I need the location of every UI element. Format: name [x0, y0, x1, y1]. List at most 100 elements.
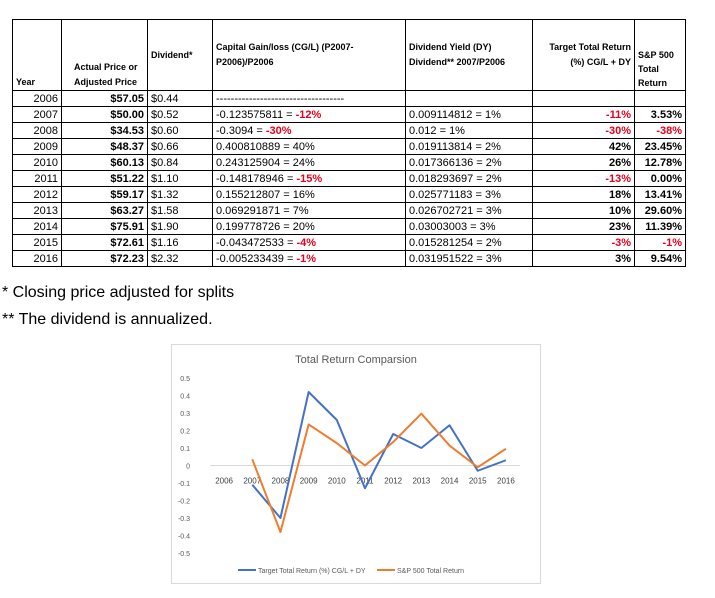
header-price: Actual Price or Adjusted Price [61, 19, 148, 91]
cell-dividend: $0.60 [147, 122, 213, 139]
x-tick-label: 2007 [243, 477, 261, 486]
cg-value: 0.155212807 = [216, 188, 293, 201]
y-tick-label: -0.4 [178, 534, 190, 541]
table-row: 2014 $75.91 $1.90 0.199778726 = 20% 0.030030… [12, 218, 686, 235]
cell-price: $57.05 [61, 90, 148, 107]
cg-value: ----------------------------------- [216, 92, 345, 105]
cell-dividend: $1.90 [147, 218, 213, 235]
table-body: 2006 $57.05 $0.44 -------------------------… [12, 90, 686, 267]
cell-dividend-yield: 0.015281254 = 2% [405, 234, 533, 251]
returns-table: Year Actual Price or Adjusted Price Divid… [12, 19, 686, 267]
cg-value: 0.400810889 = [216, 140, 293, 153]
x-tick-label: 2010 [328, 477, 346, 486]
cell-capital-gain: 0.199778726 = 20% [212, 218, 406, 235]
cell-target-total-return: -11% [532, 106, 635, 123]
cell-year: 2007 [12, 106, 62, 123]
cell-dividend-yield: 0.03003003 = 3% [405, 218, 533, 235]
header-dividend-label: Dividend* [151, 49, 193, 60]
table-header-row: Year Actual Price or Adjusted Price Divid… [12, 19, 686, 91]
header-cg-line1: Capital Gain/loss (CG/L) (P2007- [216, 42, 354, 52]
cell-sp500-return: 11.39% [634, 218, 686, 235]
cg-value: 0.243125904 = [216, 156, 293, 169]
header-dy-line1: Dividend Yield (DY) [409, 42, 492, 52]
x-tick-label: 2011 [356, 477, 374, 486]
cell-sp500-return: 9.54% [634, 250, 686, 267]
header-dividend-yield: Dividend Yield (DY) Dividend** 2007/P2006 [405, 19, 533, 91]
header-cg-line2: P2006)/P2006 [216, 57, 274, 67]
chart-title: Total Return Comparsion [295, 354, 417, 366]
series-line-2 [251, 412, 507, 533]
header-price-line1: Actual Price or [74, 62, 138, 72]
cell-dividend-yield: 0.009114812 = 1% [405, 106, 533, 123]
header-sp-line2: Total [638, 64, 659, 74]
header-capital-gain: Capital Gain/loss (CG/L) (P2007- P2006)/P… [212, 19, 406, 91]
cell-price: $60.13 [61, 154, 148, 171]
cell-capital-gain: 0.155212807 = 16% [212, 186, 406, 203]
cell-dividend-yield: 0.019113814 = 2% [405, 138, 533, 155]
cell-dividend-yield: 0.018293697 = 2% [405, 170, 533, 187]
cell-dividend: $2.32 [147, 250, 213, 267]
series-line-1 [251, 391, 507, 519]
cell-dividend: $1.58 [147, 202, 213, 219]
header-sp500-return: S&P 500 Total Return [634, 19, 686, 91]
cell-dividend: $0.44 [147, 90, 213, 107]
cell-target-total-return [532, 90, 635, 107]
cell-price: $51.22 [61, 170, 148, 187]
header-target-total-return: Target Total Return (%) CG/L + DY [532, 19, 635, 91]
cell-year: 2010 [12, 154, 62, 171]
cell-year: 2008 [12, 122, 62, 139]
header-sp-line3: Return [638, 78, 667, 88]
cell-capital-gain: -0.005233439 = -1% [212, 250, 406, 267]
table-row: 2016 $72.23 $2.32 -0.005233439 = -1% 0.03195… [12, 250, 686, 267]
cell-price: $63.27 [61, 202, 148, 219]
header-dividend: Dividend* [147, 19, 213, 91]
x-tick-label: 2016 [497, 477, 515, 486]
legend-label: Target Total Return (%) CG/L + DY [258, 568, 366, 575]
y-tick-label: 0.1 [180, 446, 190, 453]
cell-target-total-return: -30% [532, 122, 635, 139]
x-tick-label: 2015 [469, 477, 487, 486]
y-tick-label: 0.5 [180, 376, 190, 383]
cell-year: 2016 [12, 250, 62, 267]
cg-percent: -12% [295, 108, 322, 121]
cell-dividend: $1.32 [147, 186, 213, 203]
header-ttr-line2: (%) CG/L + DY [570, 57, 631, 67]
y-tick-label: -0.3 [178, 516, 190, 523]
cell-sp500-return: 0.00% [634, 170, 686, 187]
cell-dividend: $1.10 [147, 170, 213, 187]
cg-value: -0.005233439 = [216, 252, 297, 265]
cell-year: 2006 [12, 90, 62, 107]
cg-percent: -4% [296, 236, 316, 249]
header-sp-line1: S&P 500 [638, 50, 674, 60]
cell-dividend: $0.66 [147, 138, 213, 155]
cell-target-total-return: 18% [532, 186, 635, 203]
cell-target-total-return: 26% [532, 154, 635, 171]
cg-percent: 16% [292, 188, 315, 201]
cg-value: -0.3094 = [216, 124, 266, 137]
table-row: 2007 $50.00 $0.52 -0.123575811 = -12% 0.0091… [12, 106, 686, 123]
table-row: 2006 $57.05 $0.44 -------------------------… [12, 90, 686, 107]
table-row: 2015 $72.61 $1.16 -0.043472533 = -4% 0.01528… [12, 234, 686, 251]
cell-capital-gain: 0.243125904 = 24% [212, 154, 406, 171]
cell-capital-gain: ----------------------------------- [212, 90, 406, 107]
cell-year: 2009 [12, 138, 62, 155]
header-ttr-line1: Target Total Return [549, 42, 631, 52]
x-tick-label: 2012 [384, 477, 402, 486]
cell-target-total-return: 10% [532, 202, 635, 219]
y-tick-label: 0.4 [180, 394, 190, 401]
cell-dividend: $0.52 [147, 106, 213, 123]
cg-percent: -30% [265, 124, 292, 137]
cell-sp500-return: 3.53% [634, 106, 686, 123]
cell-sp500-return: -1% [634, 234, 686, 251]
cell-year: 2013 [12, 202, 62, 219]
cell-price: $59.17 [61, 186, 148, 203]
cell-price: $72.61 [61, 234, 148, 251]
y-tick-label: -0.2 [178, 499, 190, 506]
cg-percent: -15% [296, 172, 323, 185]
cell-sp500-return: 29.60% [634, 202, 686, 219]
cell-target-total-return: 42% [532, 138, 635, 155]
cell-dividend-yield: 0.012 = 1% [405, 122, 533, 139]
y-tick-label: 0.2 [180, 429, 190, 436]
cell-capital-gain: 0.400810889 = 40% [212, 138, 406, 155]
x-tick-label: 2013 [412, 477, 430, 486]
